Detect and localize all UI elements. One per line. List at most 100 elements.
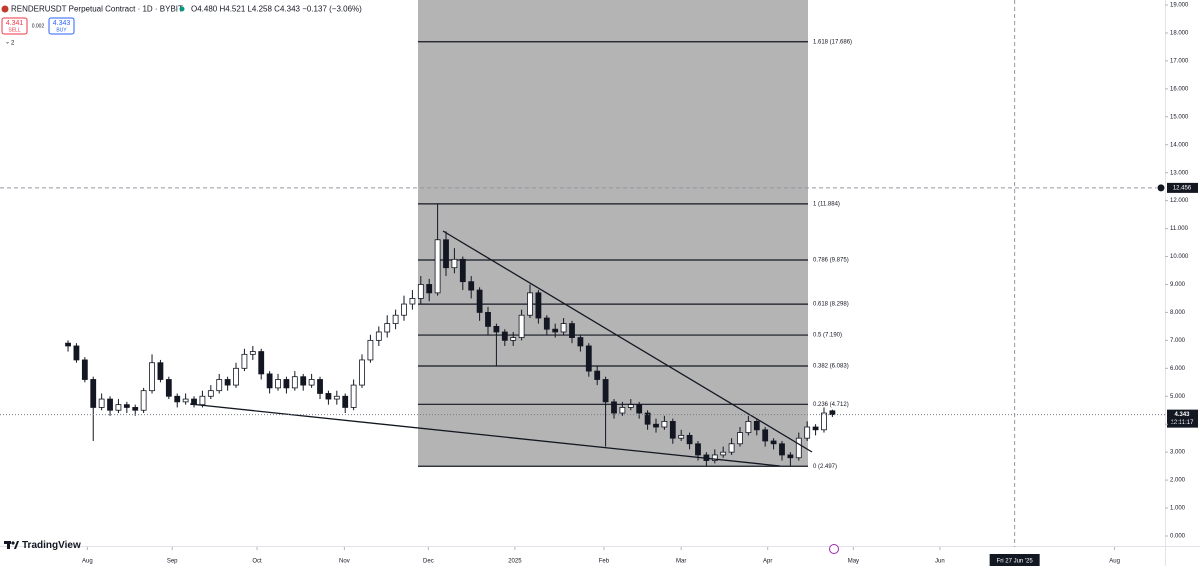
y-tick-label: 16.000: [1170, 86, 1189, 92]
buy-box[interactable]: [48, 17, 75, 35]
candle-body: [812, 426, 819, 431]
x-tick-label: Dec: [423, 559, 434, 565]
candle-body: [375, 331, 382, 341]
buy-label[interactable]: BUY: [56, 27, 67, 33]
candle-body: [728, 443, 735, 453]
crosshair-time-box: [989, 554, 1040, 566]
candle-body: [585, 345, 592, 372]
sell-price[interactable]: 4.341: [6, 20, 24, 27]
candle-body: [501, 331, 508, 341]
candle-body: [409, 298, 416, 305]
candle-body: [619, 407, 626, 414]
candle-body: [266, 373, 273, 389]
candle-body: [207, 390, 214, 397]
logo-text: TradingView: [22, 540, 81, 551]
candle-body: [543, 317, 550, 330]
candle-body: [392, 314, 399, 325]
x-tick-label: Nov: [339, 559, 350, 565]
y-tick-label: 8.000: [1170, 310, 1186, 316]
sell-button[interactable]: 4.341 SELL: [1, 17, 28, 35]
sell-label[interactable]: SELL: [8, 27, 20, 33]
fib-label: 1.618 (17.686): [813, 39, 852, 45]
candle-body: [535, 292, 542, 319]
buy-button[interactable]: 4.343 BUY: [48, 17, 75, 35]
y-tick-label: 15.000: [1170, 114, 1189, 120]
y-tick-label: 3.000: [1170, 450, 1186, 456]
candle-body: [468, 281, 475, 291]
candle-body: [65, 342, 71, 347]
candle-body: [367, 339, 374, 361]
fib-label: 0 (2.497): [813, 464, 837, 470]
fib-label: 1 (11.884): [813, 201, 840, 207]
candle-body: [434, 239, 441, 294]
collapse-caret[interactable]: ⌄: [5, 40, 10, 46]
x-tick-label: 2025: [508, 559, 522, 565]
x-tick-label: Apr: [763, 559, 772, 565]
candle-body: [149, 362, 155, 392]
candle-body: [426, 284, 433, 294]
y-tick-label: 5.000: [1170, 394, 1186, 400]
candle-body: [317, 379, 323, 394]
fib-label: 0.382 (6.083): [813, 364, 849, 370]
candle-body: [115, 404, 122, 411]
sell-box[interactable]: [1, 17, 28, 35]
candle-body: [241, 353, 248, 369]
candle-body: [107, 398, 113, 411]
y-tick-label: 2.000: [1170, 478, 1186, 484]
candle-body: [577, 337, 584, 347]
fib-label: 0.236 (4.712): [813, 402, 849, 408]
buy-price[interactable]: 4.343: [53, 20, 71, 27]
candle-body: [653, 423, 659, 428]
x-tick-label: May: [848, 559, 859, 565]
candle-body: [737, 432, 743, 445]
candle-body: [485, 312, 491, 327]
y-tick-label: 11.000: [1170, 226, 1189, 232]
candle-body: [342, 395, 349, 408]
crosshair-time: Fri 27 Jun '25: [997, 559, 1034, 565]
candle-body: [401, 303, 407, 316]
candle-body: [594, 370, 601, 380]
x-tick-label: Mar: [676, 559, 686, 565]
candle-body: [661, 421, 668, 428]
candle-body: [611, 401, 617, 414]
y-tick-label: 18.000: [1170, 31, 1189, 37]
candle-body: [821, 412, 827, 431]
candle-body: [258, 351, 265, 375]
fib-background: [418, 0, 808, 467]
candle-body: [81, 359, 88, 380]
candle-body: [224, 379, 231, 386]
candle-body: [459, 258, 466, 283]
y-tick-label: 6.000: [1170, 366, 1186, 372]
candle-body: [636, 404, 643, 414]
candle-body: [123, 404, 130, 408]
candle-body: [275, 379, 281, 389]
candle-body: [720, 451, 727, 456]
x-tick-label: Feb: [599, 559, 610, 565]
candle-body: [569, 323, 575, 338]
x-tick-label: Aug: [1109, 559, 1120, 565]
y-tick-label: 14.000: [1170, 142, 1189, 148]
candle-body: [300, 376, 307, 386]
crosshair-price: 12.456: [1173, 185, 1192, 191]
y-tick-label: 1.000: [1170, 506, 1186, 512]
indicators-count[interactable]: 2: [11, 41, 15, 47]
candle-body: [174, 395, 181, 403]
y-tick-label: 9.000: [1170, 282, 1186, 288]
candle-body: [644, 412, 651, 425]
crosshair-price-box: [1167, 182, 1198, 193]
candle-body: [678, 434, 685, 439]
candle-body: [283, 379, 290, 389]
y-tick-label: 0.000: [1170, 534, 1186, 540]
candle-body: [527, 292, 533, 316]
candle-body: [695, 443, 701, 456]
candle-body: [132, 407, 139, 411]
fib-label: 0.786 (9.875): [813, 258, 849, 264]
candle-body: [291, 376, 298, 389]
crosshair-icon: [1156, 183, 1166, 193]
candle-body: [795, 437, 802, 459]
candle-body: [602, 379, 609, 403]
y-tick-label: 17.000: [1170, 58, 1189, 64]
event-icon[interactable]: [829, 544, 839, 554]
ohlc-line: O4.480 H4.521 L4.258 C4.343 −0.137 (−3.0…: [191, 5, 362, 14]
